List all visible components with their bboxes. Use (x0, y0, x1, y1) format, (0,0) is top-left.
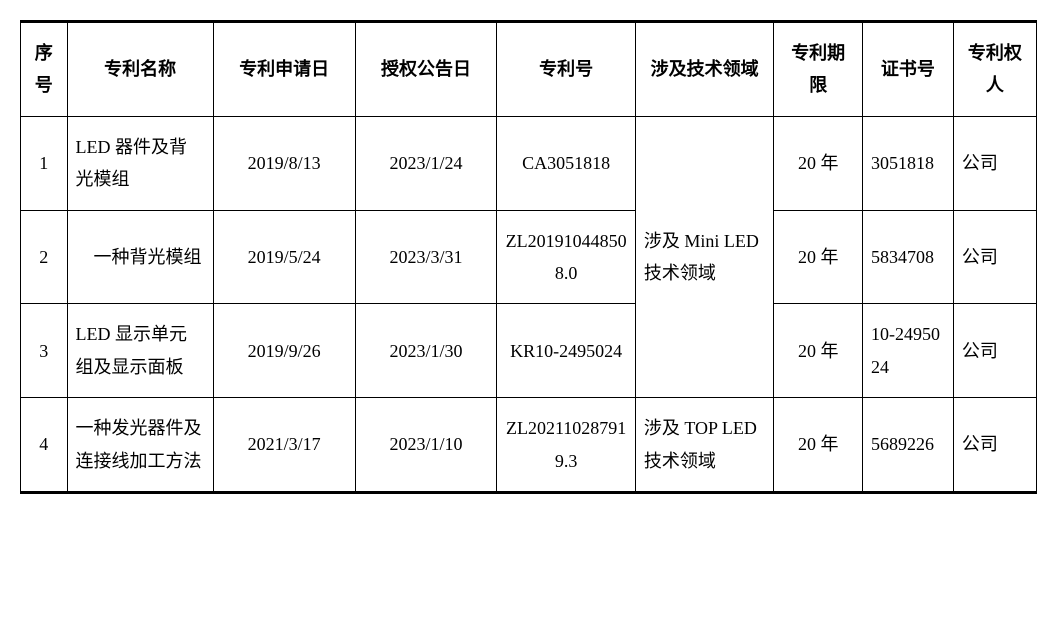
cell-techfield: 涉及 Mini LED 技术领域 (635, 116, 773, 397)
col-header-patentno: 专利号 (497, 22, 635, 117)
col-header-authdate: 授权公告日 (355, 22, 497, 117)
col-header-techfield: 涉及技术领域 (635, 22, 773, 117)
cell-authdate: 2023/3/31 (355, 210, 497, 304)
cell-name: LED 显示单元组及显示面板 (67, 304, 213, 398)
table-row: 2 一种背光模组 2019/5/24 2023/3/31 ZL201910448… (21, 210, 1037, 304)
cell-owner: 公司 (953, 210, 1036, 304)
cell-seq: 4 (21, 398, 68, 493)
cell-certno: 5834708 (863, 210, 954, 304)
cell-term: 20 年 (774, 398, 863, 493)
cell-patentno: ZL201910448508.0 (497, 210, 635, 304)
cell-name: LED 器件及背光模组 (67, 116, 213, 210)
table-header-row: 序号 专利名称 专利申请日 授权公告日 专利号 涉及技术领域 专利期限 证书号 … (21, 22, 1037, 117)
patent-table: 序号 专利名称 专利申请日 授权公告日 专利号 涉及技术领域 专利期限 证书号 … (20, 20, 1037, 494)
cell-certno: 5689226 (863, 398, 954, 493)
cell-term: 20 年 (774, 210, 863, 304)
table-row: 4 一种发光器件及连接线加工方法 2021/3/17 2023/1/10 ZL2… (21, 398, 1037, 493)
col-header-seq: 序号 (21, 22, 68, 117)
cell-patentno: KR10-2495024 (497, 304, 635, 398)
table-row: 3 LED 显示单元组及显示面板 2019/9/26 2023/1/30 KR1… (21, 304, 1037, 398)
cell-name: 一种背光模组 (67, 210, 213, 304)
cell-term: 20 年 (774, 116, 863, 210)
cell-owner: 公司 (953, 116, 1036, 210)
cell-certno: 3051818 (863, 116, 954, 210)
col-header-certno: 证书号 (863, 22, 954, 117)
col-header-appdate: 专利申请日 (213, 22, 355, 117)
cell-patentno: ZL202110287919.3 (497, 398, 635, 493)
cell-authdate: 2023/1/30 (355, 304, 497, 398)
cell-certno: 10-2495024 (863, 304, 954, 398)
table-row: 1 LED 器件及背光模组 2019/8/13 2023/1/24 CA3051… (21, 116, 1037, 210)
cell-appdate: 2019/8/13 (213, 116, 355, 210)
cell-appdate: 2021/3/17 (213, 398, 355, 493)
cell-seq: 2 (21, 210, 68, 304)
cell-owner: 公司 (953, 398, 1036, 493)
cell-owner: 公司 (953, 304, 1036, 398)
col-header-name: 专利名称 (67, 22, 213, 117)
cell-authdate: 2023/1/24 (355, 116, 497, 210)
cell-name: 一种发光器件及连接线加工方法 (67, 398, 213, 493)
cell-authdate: 2023/1/10 (355, 398, 497, 493)
cell-techfield: 涉及 TOP LED 技术领域 (635, 398, 773, 493)
cell-patentno: CA3051818 (497, 116, 635, 210)
col-header-owner: 专利权人 (953, 22, 1036, 117)
col-header-term: 专利期限 (774, 22, 863, 117)
cell-appdate: 2019/9/26 (213, 304, 355, 398)
cell-seq: 1 (21, 116, 68, 210)
cell-term: 20 年 (774, 304, 863, 398)
cell-seq: 3 (21, 304, 68, 398)
cell-appdate: 2019/5/24 (213, 210, 355, 304)
